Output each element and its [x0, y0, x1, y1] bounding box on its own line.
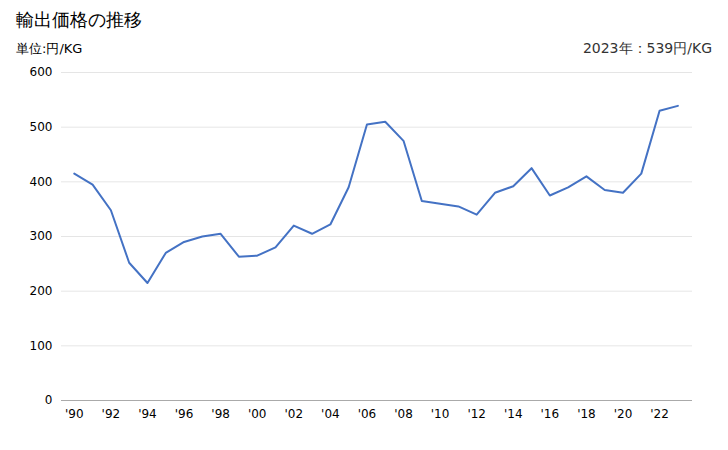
svg-text:'16: '16 — [541, 407, 560, 421]
svg-text:'04: '04 — [321, 407, 340, 421]
svg-text:600: 600 — [30, 65, 53, 79]
svg-text:'90: '90 — [65, 407, 84, 421]
svg-text:'20: '20 — [614, 407, 633, 421]
svg-text:'96: '96 — [175, 407, 194, 421]
svg-text:'22: '22 — [650, 407, 669, 421]
svg-text:0: 0 — [45, 393, 53, 407]
svg-text:'06: '06 — [358, 407, 377, 421]
svg-text:500: 500 — [30, 120, 53, 134]
svg-text:'12: '12 — [467, 407, 486, 421]
svg-text:'18: '18 — [577, 407, 596, 421]
html-text:輸出価格の推移: 輸出価格の推移 — [16, 9, 142, 30]
svg-text:'98: '98 — [211, 407, 230, 421]
html-text:単位:円/KG: 単位:円/KG — [16, 41, 83, 56]
svg-text:'14: '14 — [504, 407, 523, 421]
svg-text:300: 300 — [30, 229, 53, 243]
svg-text:'02: '02 — [284, 407, 303, 421]
svg-text:100: 100 — [30, 339, 53, 353]
html-text:2023年：539円/KG: 2023年：539円/KG — [582, 40, 712, 56]
svg-text:'92: '92 — [102, 407, 121, 421]
svg-text:'08: '08 — [394, 407, 413, 421]
svg-text:400: 400 — [30, 175, 53, 189]
svg-text:200: 200 — [30, 284, 53, 298]
svg-text:'94: '94 — [138, 407, 157, 421]
svg-text:'10: '10 — [431, 407, 450, 421]
svg-text:'00: '00 — [248, 407, 267, 421]
